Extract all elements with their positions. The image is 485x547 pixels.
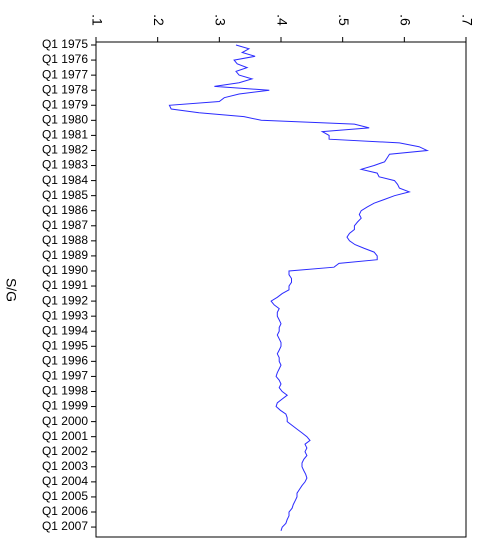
time-tick-label: Q1 1976 xyxy=(42,52,88,66)
time-tick-label: Q1 1975 xyxy=(42,37,88,51)
value-tick-label: .6 xyxy=(398,14,414,26)
value-tick-label: .4 xyxy=(274,14,290,26)
time-tick-label: Q1 1994 xyxy=(42,323,88,337)
time-tick-label: Q1 1978 xyxy=(42,82,88,96)
time-tick-label: Q1 1990 xyxy=(42,263,88,277)
data-line xyxy=(168,44,430,531)
time-tick-label: Q1 1987 xyxy=(42,218,88,232)
time-tick-label: Q1 1983 xyxy=(42,158,88,172)
time-tick-label: Q1 1991 xyxy=(42,278,88,292)
plot-frame xyxy=(95,41,467,538)
time-tick-label: Q1 2007 xyxy=(42,519,88,533)
time-tick-label: Q1 1993 xyxy=(42,308,88,322)
time-tick-label: Q1 1989 xyxy=(42,248,88,262)
time-tick-label: Q1 2000 xyxy=(42,414,88,428)
time-tick-label: Q1 2002 xyxy=(42,444,88,458)
time-tick-label: Q1 1996 xyxy=(42,354,88,368)
time-tick-label: Q1 1980 xyxy=(42,113,88,127)
time-tick-label: Q1 1995 xyxy=(42,338,88,352)
time-tick-label: Q1 2001 xyxy=(42,429,88,443)
time-tick-label: Q1 1999 xyxy=(42,399,88,413)
time-tick-label: Q1 1986 xyxy=(42,203,88,217)
time-tick-label: Q1 1988 xyxy=(42,233,88,247)
time-tick-label: Q1 1984 xyxy=(42,173,88,187)
time-tick-label: Q1 1977 xyxy=(42,67,88,81)
time-tick-label: Q1 1979 xyxy=(42,97,88,111)
time-tick-label: Q1 1998 xyxy=(42,384,88,398)
time-tick-label: Q1 1985 xyxy=(42,188,88,202)
value-tick-label: .7 xyxy=(459,14,475,26)
time-tick-label: Q1 1997 xyxy=(42,369,88,383)
value-tick-label: .2 xyxy=(151,14,167,26)
value-tick-label: .3 xyxy=(213,14,229,26)
value-tick-label: .5 xyxy=(336,14,352,26)
time-tick-label: Q1 1992 xyxy=(42,293,88,307)
value-tick-label: .1 xyxy=(89,14,105,26)
time-tick-label: Q1 2004 xyxy=(42,474,88,488)
axis-title: S/G xyxy=(3,278,19,302)
time-tick-label: Q1 2003 xyxy=(42,459,88,473)
time-tick-label: Q1 2005 xyxy=(42,489,88,503)
time-tick-label: Q1 2006 xyxy=(42,504,88,518)
time-tick-label: Q1 1982 xyxy=(42,143,88,157)
time-tick-label: Q1 1981 xyxy=(42,128,88,142)
